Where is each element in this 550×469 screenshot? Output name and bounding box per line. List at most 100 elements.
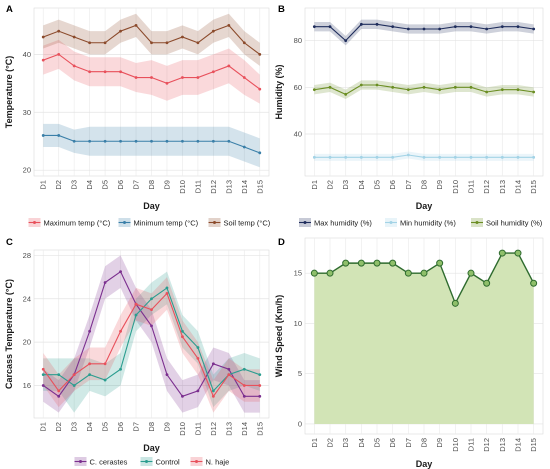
legend-key-point: [79, 460, 82, 463]
data-point: [516, 25, 520, 29]
data-point: [451, 299, 459, 307]
data-point: [469, 25, 473, 29]
data-point: [422, 27, 426, 31]
data-point: [88, 362, 92, 366]
y-axis-title: Carcass Temperature (°C): [4, 279, 14, 389]
data-point: [150, 324, 153, 328]
data-point: [196, 389, 200, 393]
data-point: [500, 155, 504, 159]
data-point: [88, 329, 92, 333]
data-point: [196, 139, 200, 143]
data-point: [422, 155, 426, 159]
data-point: [438, 88, 442, 92]
data-point: [41, 35, 45, 39]
x-tick-label: D14: [240, 422, 249, 436]
data-point: [119, 29, 122, 33]
data-point: [119, 139, 122, 143]
x-tick-label: D10: [451, 438, 460, 452]
data-point: [150, 297, 153, 301]
data-point: [326, 269, 334, 277]
data-point: [181, 35, 184, 39]
data-point: [41, 384, 45, 387]
legend-key-point: [475, 221, 479, 224]
data-point: [165, 286, 169, 290]
data-point: [453, 25, 457, 29]
data-point: [375, 155, 379, 159]
data-point: [359, 155, 363, 159]
legend-label: C. cerastes: [90, 458, 128, 467]
legend-label: Max humidity (%): [314, 219, 372, 228]
data-point: [227, 139, 231, 143]
data-point: [211, 70, 215, 74]
data-point: [406, 88, 410, 92]
data-point: [103, 362, 107, 366]
data-point: [469, 85, 473, 89]
data-point: [211, 29, 215, 33]
data-point: [150, 308, 153, 312]
x-tick-label: D1: [310, 438, 319, 448]
data-point: [196, 356, 200, 360]
x-tick-label: D5: [373, 180, 382, 190]
y-tick-label: 80: [294, 36, 302, 45]
data-point: [438, 27, 442, 31]
legend-label: Soil humidity (%): [486, 219, 543, 228]
panel-letter: B: [278, 4, 285, 15]
data-point: [258, 151, 262, 155]
y-tick-label: 5: [298, 369, 302, 378]
data-point: [485, 155, 489, 159]
data-point: [328, 155, 332, 159]
x-tick-label: D1: [310, 180, 319, 190]
legend-key-point: [145, 460, 148, 463]
x-tick-label: D15: [529, 180, 538, 194]
data-point: [165, 291, 169, 295]
x-tick-label: D6: [388, 180, 397, 190]
x-tick-label: D7: [404, 180, 413, 190]
panel-A: 20 30 40 D1 D2 D3 D4 D5 D6 D7 D8 D9 D10 D11 D12 D13 D14 D…: [4, 4, 271, 228]
x-tick-label: D11: [466, 180, 475, 193]
data-point: [500, 25, 504, 29]
data-point: [312, 88, 316, 92]
series-ribbon: [43, 13, 260, 66]
legend-label: Control: [156, 458, 181, 467]
data-point: [242, 41, 246, 45]
y-tick-label: 28: [23, 251, 31, 260]
legend-label: Minimum temp (°C): [134, 219, 199, 228]
data-point: [134, 302, 138, 306]
data-point: [72, 384, 76, 387]
data-point: [375, 83, 379, 87]
data-point: [344, 155, 348, 159]
x-axis-title: Day: [143, 201, 160, 211]
x-tick-label: D13: [224, 422, 233, 436]
data-point: [242, 367, 246, 371]
x-axis-title: Day: [143, 443, 160, 453]
legend: C. cerastes Control N. haje: [74, 457, 229, 467]
data-point: [391, 85, 395, 89]
data-point: [530, 279, 538, 287]
x-tick-label: D9: [435, 180, 444, 190]
data-point: [532, 90, 536, 94]
legend: Maximum temp (°C) Minimum temp (°C) Soil t…: [28, 218, 271, 228]
x-tick-label: D1: [39, 180, 48, 190]
legend: Max humidity (%) Min humidity (%) Soil hum…: [299, 218, 543, 228]
legend-key-point: [195, 460, 198, 463]
data-point: [532, 155, 536, 159]
data-point: [227, 367, 231, 371]
x-axis-title: Day: [416, 459, 433, 469]
y-tick-label: 40: [294, 130, 302, 139]
data-point: [406, 27, 410, 31]
data-point: [196, 346, 200, 349]
x-tick-label: D4: [85, 180, 94, 190]
data-point: [88, 373, 92, 377]
data-point: [485, 90, 489, 94]
x-tick-label: D5: [101, 180, 110, 190]
data-point: [72, 373, 76, 377]
x-tick-label: D9: [162, 422, 171, 432]
data-point: [357, 259, 365, 267]
y-tick-label: 0: [298, 419, 302, 428]
x-tick-label: D2: [326, 438, 335, 448]
x-tick-label: D13: [498, 180, 507, 194]
x-tick-label: D8: [147, 422, 156, 432]
data-point: [258, 384, 262, 387]
data-point: [391, 155, 395, 159]
